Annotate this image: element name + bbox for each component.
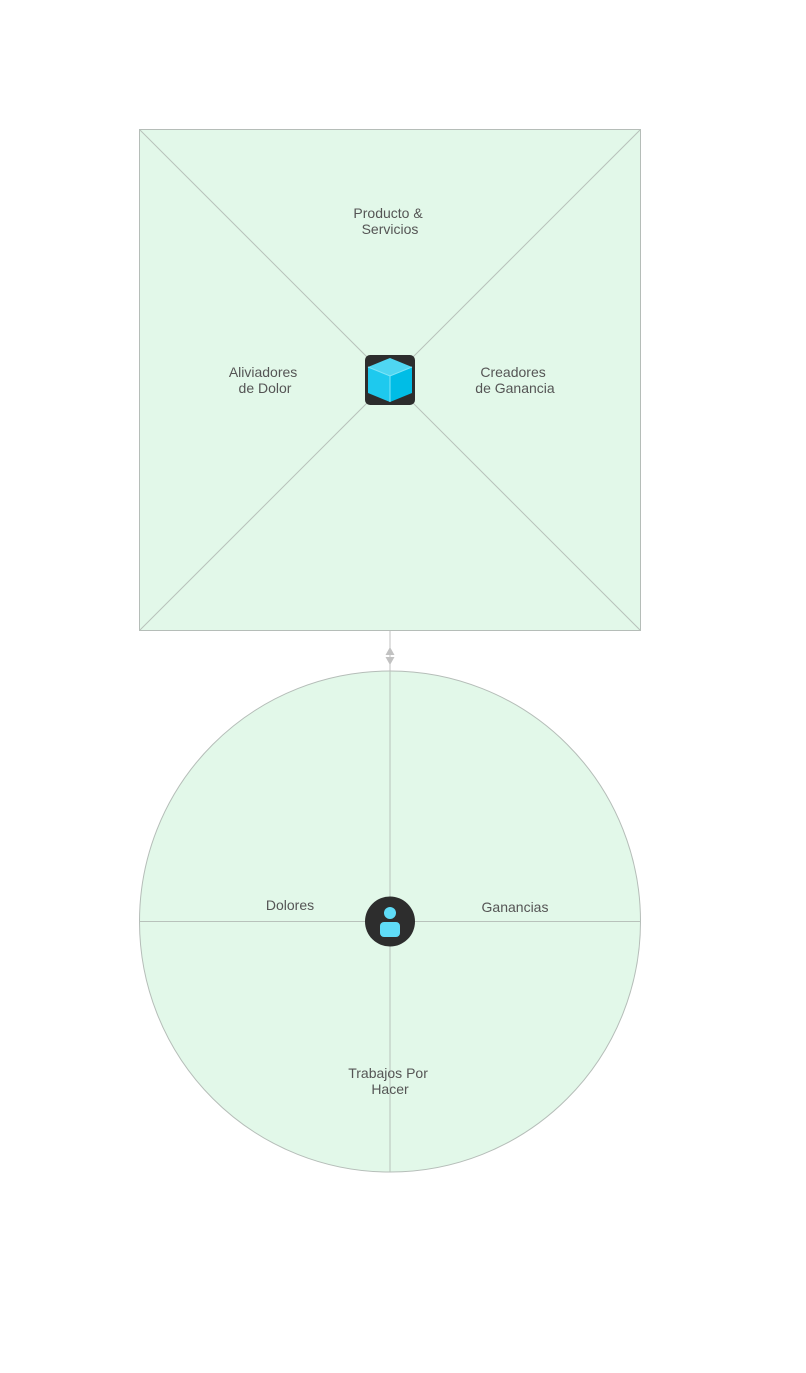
connector [385,631,395,671]
customer-profile: Dolores Ganancias Trabajos Por Hacer [139,670,641,1173]
pain-relievers-label-line1: Aliviadores [229,364,297,380]
gain-creators-label-line1: Creadores [480,364,545,380]
gain-creators-label[interactable]: Creadores de Ganancia [475,364,555,396]
cube-icon [365,355,415,405]
gains-label[interactable]: Ganancias [482,899,549,915]
pain-relievers-label[interactable]: Aliviadores de Dolor [229,364,301,396]
gain-creators-label-line2: de Ganancia [475,380,555,396]
value-map: Producto & Servicios Aliviadores de Dolo… [139,129,641,631]
double-arrow-icon [385,647,395,665]
products-services-label[interactable]: Producto & Servicios [353,205,426,237]
pains-label-text: Dolores [266,897,314,913]
jobs-to-be-done-label-line2: Hacer [371,1081,409,1097]
gains-label-text: Ganancias [482,899,549,915]
products-services-label-line1: Producto & [353,205,423,221]
products-services-label-line2: Servicios [362,221,419,237]
jobs-to-be-done-label[interactable]: Trabajos Por Hacer [348,1065,432,1097]
pain-relievers-label-line2: de Dolor [239,380,292,396]
pains-label[interactable]: Dolores [266,897,314,913]
person-icon [365,896,415,947]
jobs-to-be-done-label-line1: Trabajos Por [348,1065,428,1081]
